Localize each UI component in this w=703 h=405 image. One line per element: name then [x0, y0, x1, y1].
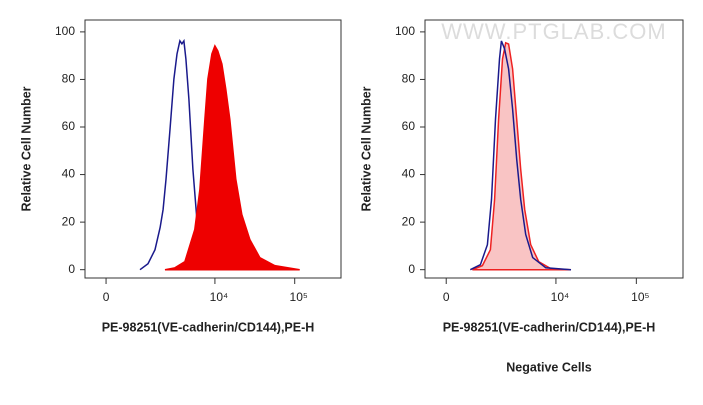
y-tick-label: 0 [68, 262, 75, 276]
y-tick-label: 40 [402, 167, 416, 181]
plot-frame [84, 19, 342, 279]
area [164, 44, 300, 271]
x-axis-label: PE-98251(VE-cadherin/CD144),PE-H [102, 320, 315, 334]
panel: WWW.PTGLAB.COM 0 20 40 60 80 100 0 10⁴ 10⁵ PE-9825… [359, 19, 684, 374]
panel: 0 20 40 60 80 100 0 10⁴ 10⁵ PE-98251(VE-cadherin/… [19, 19, 342, 334]
x-tick-label: 10⁴ [551, 290, 570, 304]
x-tick-label: 10⁵ [631, 290, 649, 304]
y-tick-label: 80 [402, 72, 416, 86]
y-tick-label: 40 [62, 167, 76, 181]
y-tick-label: 100 [395, 24, 415, 38]
plot-frame [424, 19, 684, 279]
y-tick-label: 80 [62, 72, 76, 86]
y-axis-label: Relative Cell Number [19, 86, 33, 211]
x-tick-label: 10⁵ [290, 290, 308, 304]
y-tick-label: 20 [62, 214, 76, 228]
x-axis-label: PE-98251(VE-cadherin/CD144),PE-H [443, 320, 656, 334]
y-tick-label: 20 [402, 214, 416, 228]
line [469, 40, 572, 271]
y-tick-label: 0 [408, 262, 415, 276]
y-tick-label: 60 [62, 119, 76, 133]
x-tick-label: 0 [103, 290, 110, 304]
y-tick-label: 60 [402, 119, 416, 133]
x-tick-label: 0 [443, 290, 450, 304]
watermark: WWW.PTGLAB.COM [441, 19, 666, 44]
y-axis-label: Relative Cell Number [359, 86, 373, 211]
area [472, 41, 572, 271]
x-tick-label: 10⁴ [210, 290, 229, 304]
y-tick-label: 100 [55, 24, 75, 38]
caption: Negative Cells [506, 360, 592, 374]
